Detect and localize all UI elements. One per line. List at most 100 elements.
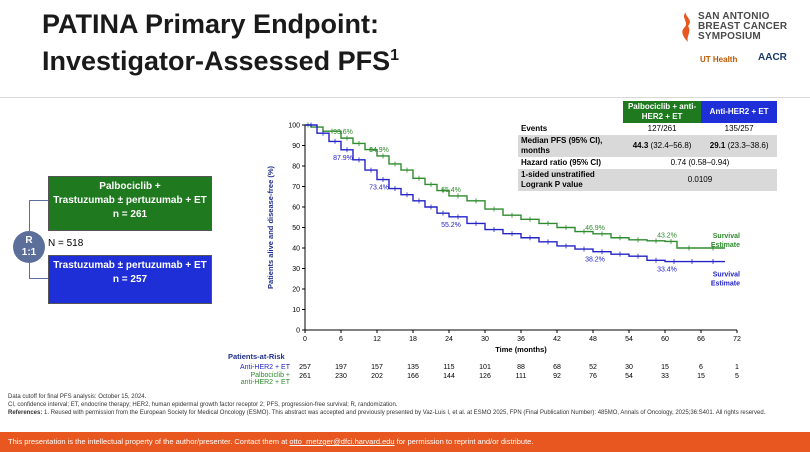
stats-table: Palbociclib + anti-HER2 + ET Anti-HER2 +… (518, 101, 777, 191)
hazard-ratio-value: 0.74 (0.58–0.94) (670, 158, 730, 167)
risk-value: 202 (371, 373, 383, 380)
median-control: 29.1 (709, 141, 726, 150)
y-tick-label: 20 (292, 287, 300, 294)
y-tick-label: 30 (292, 266, 300, 273)
data-label-palbociclib: 46.9% (585, 225, 605, 232)
risk-table-title: Patients-at-Risk (228, 352, 286, 361)
x-tick-label: 0 (303, 336, 307, 343)
risk-value: 92 (553, 373, 561, 380)
risk-value: 197 (335, 364, 347, 371)
randomization-connector-lower (29, 263, 30, 278)
data-label-palbociclib: 84.9% (369, 147, 389, 154)
data-label-control: 73.4% (369, 185, 389, 192)
y-tick-label: 80 (292, 164, 300, 171)
data-label-palbociclib: 65.4% (441, 187, 461, 194)
risk-row-label: anti-HER2 + ET (241, 379, 291, 386)
arm1-line2: Trastuzumab ± pertuzumab + ET (53, 195, 207, 206)
risk-value: 5 (735, 373, 739, 380)
end-label-control-2: Estimate (711, 281, 740, 288)
title-footnote-ref: 1 (390, 47, 400, 64)
aacr-logo: AACR (758, 52, 787, 63)
table-header-palbociclib: Palbociclib + anti-HER2 + ET (622, 101, 702, 123)
risk-value: 166 (407, 373, 419, 380)
table-header-control: Anti-HER2 + ET (701, 101, 777, 123)
risk-row-label: Anti-HER2 + ET (240, 364, 291, 371)
y-tick-label: 0 (296, 328, 300, 335)
risk-value: 30 (625, 364, 633, 371)
x-tick-label: 12 (373, 336, 381, 343)
uthealth-logo: UT Health (700, 55, 738, 64)
x-tick-label: 66 (697, 336, 705, 343)
risk-value: 6 (699, 364, 703, 371)
footnote-references: 1. Reused with permission from the Europ… (42, 410, 766, 416)
logo-line-1: SAN ANTONIO (698, 11, 770, 22)
data-label-palbociclib: 43.2% (657, 232, 677, 239)
y-tick-label: 70 (292, 184, 300, 191)
median-ci-palbociclib: (32.4–56.8) (650, 141, 692, 150)
row-pvalue-label: 1-sided unstratified Logrank P value (521, 170, 595, 189)
risk-value: 230 (335, 373, 347, 380)
x-tick-label: 6 (339, 336, 343, 343)
arm-palbociclib-box: Palbociclib + Trastuzumab ± pertuzumab +… (48, 176, 212, 231)
footnotes: Data cutoff for final PFS analysis: Octo… (8, 393, 803, 417)
data-label-control: 38.2% (585, 257, 605, 264)
ip-banner: This presentation is the intellectual pr… (0, 432, 810, 452)
data-label-control: 55.2% (441, 222, 461, 229)
logo-line-2: BREAST CANCER (698, 21, 788, 32)
x-tick-label: 60 (661, 336, 669, 343)
median-ci-control: (23.3–38.6) (727, 141, 769, 150)
risk-value: 1 (735, 364, 739, 371)
row-hr-label: Hazard ratio (95% CI) (521, 158, 602, 167)
risk-row-label: Palbociclib + (251, 372, 291, 379)
footnote-abbrev: CI, confidence interval; ET, endocrine t… (8, 402, 398, 408)
data-label-control: 33.4% (657, 267, 677, 274)
references-label: References: (8, 410, 43, 416)
median-palbociclib: 44.3 (632, 141, 649, 150)
risk-value: 101 (479, 364, 491, 371)
risk-value: 52 (589, 364, 597, 371)
arm1-line1: Palbociclib + (99, 181, 161, 192)
row-events-label: Events (521, 124, 548, 133)
total-n: N = 518 (48, 238, 84, 249)
end-label-palbociclib-2: Estimate (711, 242, 740, 249)
risk-value: 76 (589, 373, 597, 380)
x-tick-label: 18 (409, 336, 417, 343)
randomization-circle: R 1:1 (13, 231, 45, 263)
banner-text-post: for permission to reprint and/or distrib… (394, 437, 534, 446)
risk-value: 135 (407, 364, 419, 371)
footnote-cutoff: Data cutoff for final PFS analysis: Octo… (8, 394, 147, 400)
r-label: R (25, 235, 33, 246)
page-title: PATINA Primary Endpoint: Investigator-As… (42, 8, 399, 77)
y-axis-label: Patients alive and disease-free (%) (266, 166, 275, 289)
arm2-line1: Trastuzumab ± pertuzumab + ET (53, 260, 207, 271)
arm2-line2: n = 257 (112, 274, 148, 285)
arm1-line3: n = 261 (112, 209, 148, 220)
p-value: 0.0109 (687, 175, 713, 184)
y-tick-label: 90 (292, 143, 300, 150)
events-palbociclib: 127/261 (647, 124, 677, 133)
risk-value: 111 (516, 373, 527, 380)
risk-value: 15 (697, 373, 705, 380)
contact-email-link[interactable]: otto_metzger@dfci.harvard.edu (289, 437, 395, 446)
end-label-palbociclib-1: Survival (713, 233, 740, 240)
title-line-1: PATINA Primary Endpoint: (42, 9, 380, 39)
arm1-arrow (29, 200, 48, 201)
events-control: 135/257 (724, 124, 754, 133)
risk-value: 126 (479, 373, 491, 380)
end-label-control-1: Survival (713, 272, 740, 279)
risk-value: 33 (661, 373, 669, 380)
x-tick-label: 36 (517, 336, 525, 343)
y-tick-label: 100 (288, 123, 300, 130)
banner-text-pre: This presentation is the intellectual pr… (8, 437, 290, 446)
ribbon-logo-icon (682, 12, 690, 42)
logo-line-3: SYMPOSIUM (698, 31, 761, 42)
x-tick-label: 54 (625, 336, 633, 343)
x-tick-label: 24 (445, 336, 453, 343)
randomization-connector (29, 200, 30, 231)
y-tick-label: 60 (292, 205, 300, 212)
x-tick-label: 72 (733, 336, 741, 343)
row-median-label: Median PFS (95% CI), months (521, 136, 603, 155)
data-label-palbociclib: 93.6% (333, 129, 353, 136)
x-tick-label: 48 (589, 336, 597, 343)
